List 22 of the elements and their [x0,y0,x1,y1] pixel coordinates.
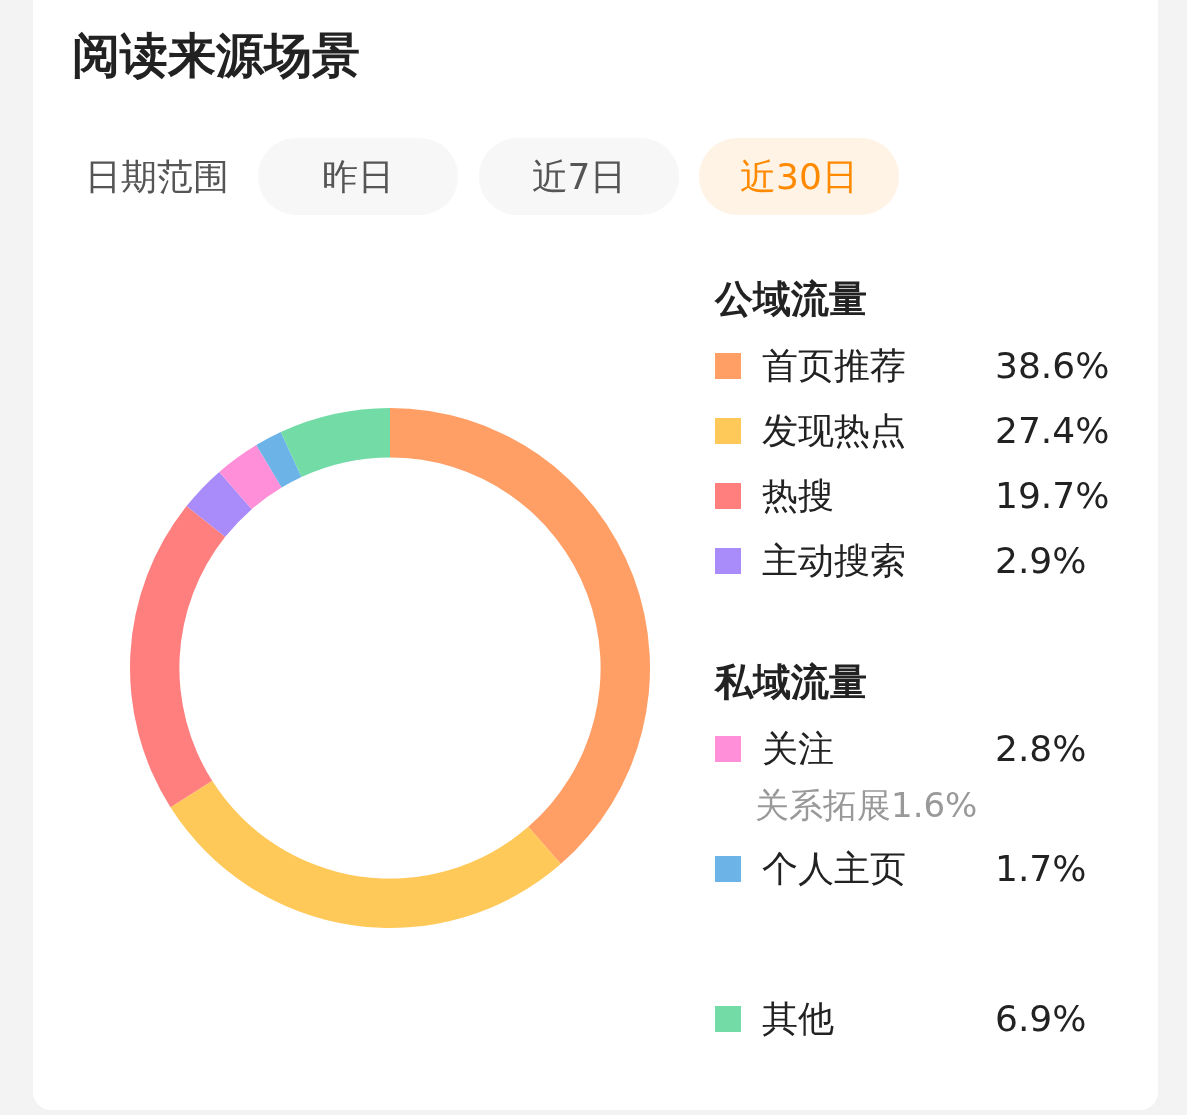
legend-label: 个人主页 [762,848,906,889]
text: 公域流量 [714,277,867,321]
legend-label: 主动搜索 [762,540,906,581]
data-label: 27.4% [995,410,1110,451]
text: 昨日 [322,156,394,197]
data-label: 19.7% [995,475,1110,516]
chart-title: 阅读来源场景 [72,27,360,83]
data-label: 2.8% [995,728,1087,769]
data-label: 38.6% [995,345,1110,386]
text: 私域流量 [713,660,867,704]
text: 近7日 [531,156,627,197]
legend-label: 热搜 [762,475,834,516]
data-label: 2.9% [995,540,1087,581]
legend-label: 其他 [762,998,834,1039]
text: 日期范围 [85,156,229,197]
text: 近30日 [740,156,858,197]
data-label: 1.7% [995,848,1087,889]
text: 关系拓展1.6% [755,785,978,825]
legend-label: 发现热点 [762,410,906,451]
legend-label: 关注 [762,728,834,769]
legend-label: 首页推荐 [762,345,906,386]
data-label: 6.9% [995,998,1087,1039]
